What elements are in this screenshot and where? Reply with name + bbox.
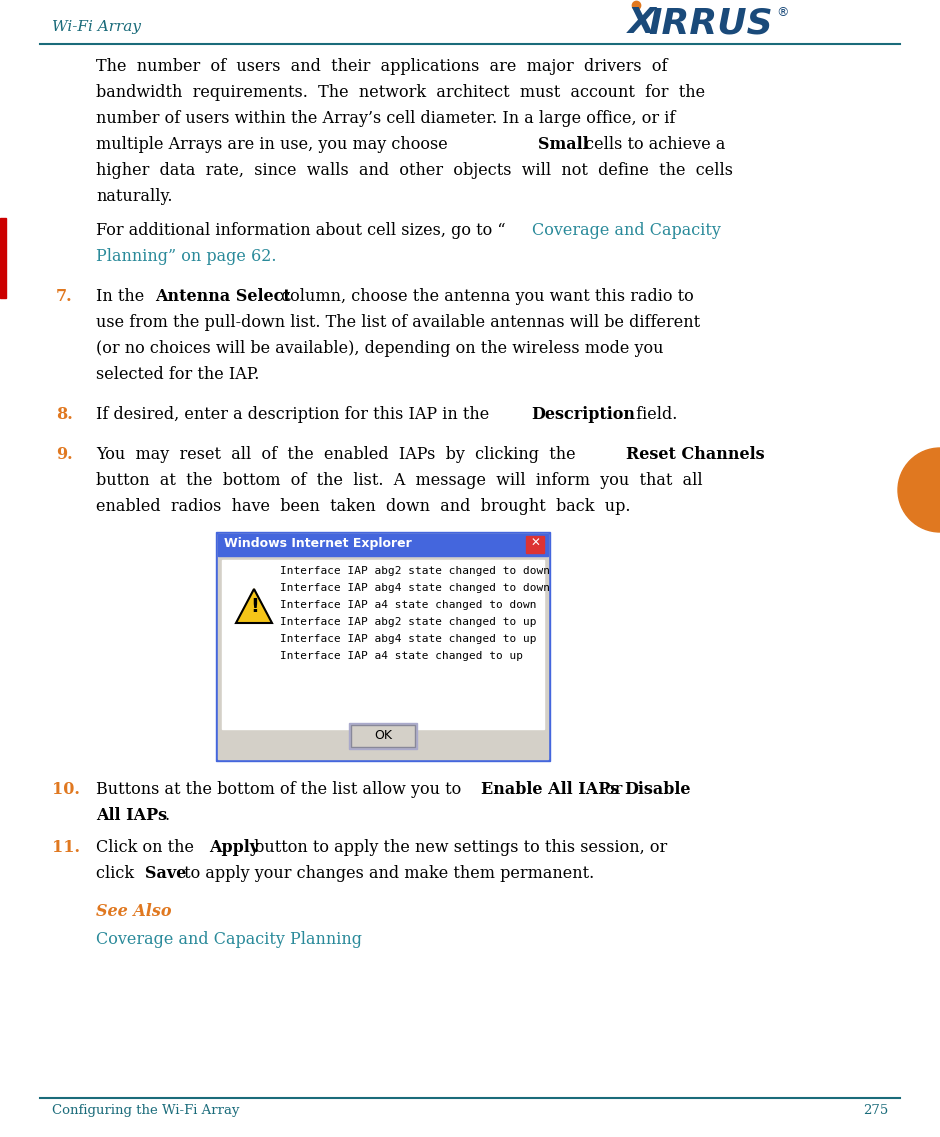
Text: X: X [628, 6, 656, 40]
Text: If desired, enter a description for this IAP in the: If desired, enter a description for this… [96, 406, 494, 423]
Text: naturally.: naturally. [96, 188, 173, 205]
Text: 8.: 8. [56, 406, 72, 423]
Text: column, choose the antenna you want this radio to: column, choose the antenna you want this… [276, 288, 694, 305]
Text: Enable All IAPs: Enable All IAPs [481, 781, 619, 798]
Text: 11.: 11. [52, 839, 80, 856]
Text: Apply: Apply [209, 839, 259, 856]
Text: IRRUS: IRRUS [648, 6, 773, 40]
Text: Configuring the Wi-Fi Array: Configuring the Wi-Fi Array [52, 1104, 240, 1117]
Text: For additional information about cell sizes, go to “: For additional information about cell si… [96, 222, 506, 239]
Text: Buttons at the bottom of the list allow you to: Buttons at the bottom of the list allow … [96, 781, 466, 798]
Bar [218, 534, 548, 556]
Text: See Also: See Also [96, 903, 171, 920]
Text: You  may  reset  all  of  the  enabled  IAPs  by  clicking  the: You may reset all of the enabled IAPs by… [96, 446, 586, 463]
Text: higher  data  rate,  since  walls  and  other  objects  will  not  define  the  : higher data rate, since walls and other … [96, 161, 733, 179]
Text: selected for the IAP.: selected for the IAP. [96, 366, 259, 383]
Text: ®: ® [776, 6, 789, 19]
Text: multiple Arrays are in use, you may choose: multiple Arrays are in use, you may choo… [96, 136, 453, 153]
Text: use from the pull-down list. The list of available antennas will be different: use from the pull-down list. The list of… [96, 314, 700, 331]
Bar [349, 723, 417, 749]
Text: Description: Description [531, 406, 635, 423]
Text: OK: OK [374, 729, 392, 742]
Bar [218, 534, 548, 760]
Bar [351, 725, 415, 747]
Bar [526, 536, 544, 553]
Text: Wi-Fi Array: Wi-Fi Array [52, 20, 141, 34]
Text: Small: Small [538, 136, 588, 153]
Text: 7.: 7. [56, 288, 72, 305]
Text: .: . [164, 807, 169, 824]
Text: enabled  radios  have  been  taken  down  and  brought  back  up.: enabled radios have been taken down and … [96, 498, 631, 515]
Text: Interface IAP abg2 state changed to down: Interface IAP abg2 state changed to down [280, 566, 550, 576]
Polygon shape [236, 589, 272, 623]
Circle shape [898, 448, 940, 532]
Text: (or no choices will be available), depending on the wireless mode you: (or no choices will be available), depen… [96, 340, 664, 357]
Text: Windows Internet Explorer: Windows Internet Explorer [224, 537, 412, 550]
Text: Disable: Disable [624, 781, 691, 798]
Text: button  at  the  bottom  of  the  list.  A  message  will  inform  you  that  al: button at the bottom of the list. A mess… [96, 472, 702, 489]
Text: cells to achieve a: cells to achieve a [580, 136, 726, 153]
Text: Interface IAP abg2 state changed to up: Interface IAP abg2 state changed to up [280, 617, 537, 626]
Text: or: or [600, 781, 628, 798]
Text: click: click [96, 865, 139, 882]
Text: Antenna Select: Antenna Select [155, 288, 290, 305]
Text: ✕: ✕ [530, 537, 540, 550]
Text: Reset Channels: Reset Channels [626, 446, 764, 463]
Text: Interface IAP abg4 state changed to down: Interface IAP abg4 state changed to down [280, 583, 550, 594]
Bar [0, 218, 6, 298]
Text: Interface IAP abg4 state changed to up: Interface IAP abg4 state changed to up [280, 634, 537, 644]
Bar [351, 725, 415, 747]
Bar [216, 532, 550, 761]
Text: Save: Save [145, 865, 186, 882]
Text: button to apply the new settings to this session, or: button to apply the new settings to this… [249, 839, 667, 856]
Text: 275: 275 [863, 1104, 888, 1117]
Bar [222, 561, 544, 729]
Text: 10.: 10. [52, 781, 80, 798]
Text: Click on the: Click on the [96, 839, 199, 856]
Text: The  number  of  users  and  their  applications  are  major  drivers  of: The number of users and their applicatio… [96, 58, 667, 75]
Text: Planning” on page 62.: Planning” on page 62. [96, 248, 276, 265]
Text: Coverage and Capacity Planning: Coverage and Capacity Planning [96, 931, 362, 948]
Text: bandwidth  requirements.  The  network  architect  must  account  for  the: bandwidth requirements. The network arch… [96, 84, 705, 101]
Text: Coverage and Capacity: Coverage and Capacity [532, 222, 721, 239]
Text: All IAPs: All IAPs [96, 807, 167, 824]
Text: !: ! [250, 597, 258, 616]
Text: In the: In the [96, 288, 149, 305]
Text: number of users within the Array’s cell diameter. In a large office, or if: number of users within the Array’s cell … [96, 110, 675, 127]
Text: 9.: 9. [56, 446, 72, 463]
Text: field.: field. [631, 406, 678, 423]
Text: Interface IAP a4 state changed to up: Interface IAP a4 state changed to up [280, 652, 523, 661]
Text: to apply your changes and make them permanent.: to apply your changes and make them perm… [179, 865, 594, 882]
Text: Interface IAP a4 state changed to down: Interface IAP a4 state changed to down [280, 600, 537, 609]
